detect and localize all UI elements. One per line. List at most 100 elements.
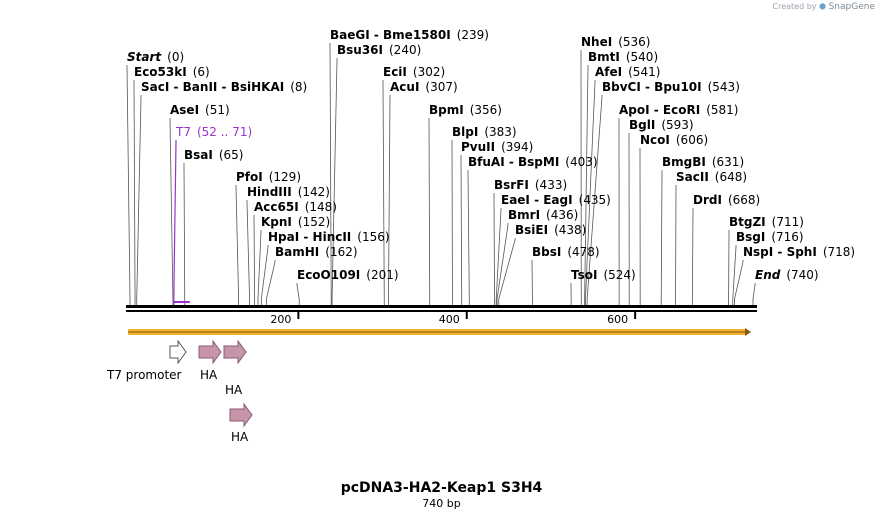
site-label[interactable]: BbvCI - Bpu10I (543)	[602, 80, 740, 94]
site-position: (543)	[707, 80, 740, 94]
site-name: BaeGI - Bme1580I	[330, 28, 451, 42]
feature-arrows[interactable]	[169, 339, 253, 428]
site-label[interactable]: TsoI (524)	[571, 268, 636, 282]
site-connector	[585, 80, 596, 305]
site-label[interactable]: EciI (302)	[383, 65, 445, 79]
backbone-bottom-strand	[126, 310, 757, 312]
site-label[interactable]: PfoI (129)	[236, 170, 301, 184]
site-position: (129)	[268, 170, 302, 184]
ruler-tick-label: 400	[438, 313, 460, 326]
backbone-top-strand	[126, 305, 757, 308]
site-position: (606)	[675, 133, 709, 147]
site-label[interactable]: AcuI (307)	[390, 80, 458, 94]
site-label[interactable]: EaeI - EagI (435)	[501, 193, 611, 207]
site-connector	[467, 170, 470, 305]
ruler-tick-label: 600	[607, 313, 629, 326]
site-name: AfeI	[595, 65, 623, 79]
site-label[interactable]: BsaI (65)	[184, 148, 244, 162]
site-label[interactable]: KpnI (152)	[261, 215, 330, 229]
site-label[interactable]: BsrFI (433)	[494, 178, 567, 192]
site-label[interactable]: T7 (52 .. 71)	[176, 125, 252, 139]
site-position: (436)	[546, 208, 579, 222]
site-label[interactable]: AfeI (541)	[595, 65, 660, 79]
site-connector	[460, 155, 463, 305]
site-position: (716)	[771, 230, 804, 244]
ruler-tick	[634, 312, 637, 319]
site-name: TsoI	[571, 268, 598, 282]
site-connector-lines	[126, 43, 756, 305]
site-connector	[660, 170, 663, 305]
site-position: (394)	[501, 140, 534, 154]
site-connector	[732, 245, 737, 305]
site-name: PfoI	[236, 170, 263, 184]
site-label[interactable]: BglI (593)	[629, 118, 694, 132]
site-name: T7	[176, 125, 191, 139]
site-label[interactable]: BlpI (383)	[452, 125, 517, 139]
site-label[interactable]: BmtI (540)	[588, 50, 658, 64]
site-position: (239)	[456, 28, 489, 42]
site-position: (478)	[567, 245, 600, 259]
site-label[interactable]: BmgBI (631)	[662, 155, 744, 169]
feature-label: T7 promoter	[107, 368, 182, 382]
sequence-backbone	[126, 305, 757, 312]
site-connector	[253, 215, 256, 305]
site-label[interactable]: BsgI (716)	[736, 230, 804, 244]
site-position: (524)	[603, 268, 636, 282]
site-connector	[586, 95, 603, 305]
site-connector	[382, 80, 385, 305]
site-label[interactable]: PvuII (394)	[461, 140, 533, 154]
site-label[interactable]: HpaI - HincII (156)	[268, 230, 390, 244]
site-label[interactable]: BtgZI (711)	[729, 215, 804, 229]
site-label[interactable]: AseI (51)	[170, 103, 230, 117]
site-label[interactable]: BpmI (356)	[429, 103, 502, 117]
site-label[interactable]: DrdI (668)	[693, 193, 760, 207]
site-label[interactable]: Start (0)	[127, 50, 184, 64]
site-label[interactable]: BfuAI - BspMI (403)	[468, 155, 598, 169]
site-name: DrdI	[693, 193, 722, 207]
site-name: AcuI	[390, 80, 420, 94]
site-label[interactable]: BamHI (162)	[275, 245, 358, 259]
site-position: (433)	[534, 178, 568, 192]
credit-brand: SnapGene	[828, 2, 875, 12]
site-label[interactable]: BaeGI - Bme1580I (239)	[330, 28, 489, 42]
site-label[interactable]: Eco53kI (6)	[134, 65, 210, 79]
site-label[interactable]: NspI - SphI (718)	[743, 245, 855, 259]
site-name: BglI	[629, 118, 656, 132]
site-label[interactable]: ApoI - EcoRI (581)	[619, 103, 738, 117]
promoter-arrow[interactable]	[169, 339, 187, 365]
site-label[interactable]: NcoI (606)	[640, 133, 708, 147]
site-label[interactable]: End (740)	[755, 268, 819, 282]
ha-tag-arrow[interactable]	[229, 402, 253, 428]
site-position: (631)	[711, 155, 745, 169]
site-connector	[428, 118, 431, 305]
site-label[interactable]: Acc65I (148)	[254, 200, 337, 214]
ha-tag-arrow[interactable]	[198, 339, 222, 365]
site-label[interactable]: BsiEI (438)	[515, 223, 586, 237]
site-label[interactable]: EcoO109I (201)	[297, 268, 399, 282]
site-label[interactable]: HindIII (142)	[247, 185, 330, 199]
site-position: (142)	[297, 185, 330, 199]
site-name: BpmI	[429, 103, 464, 117]
site-label[interactable]: Bsu36I (240)	[337, 43, 421, 57]
site-label[interactable]: SacII (648)	[676, 170, 747, 184]
site-position: (51)	[205, 103, 230, 117]
site-position: (403)	[565, 155, 598, 169]
site-label[interactable]: BbsI (478)	[532, 245, 600, 259]
site-connector	[495, 208, 502, 305]
site-name: PvuII	[461, 140, 496, 154]
site-label[interactable]: SacI - BanII - BsiHKAI (8)	[141, 80, 307, 94]
ha-tag-arrow[interactable]	[223, 339, 247, 365]
map-title: pcDNA3-HA2-Keap1 S3H4	[340, 480, 543, 496]
site-connector	[265, 260, 276, 305]
site-connector	[296, 283, 300, 305]
site-label[interactable]: NheI (536)	[581, 35, 650, 49]
site-position: (152)	[297, 215, 331, 229]
site-position: (711)	[771, 215, 804, 229]
primer-binding-bar[interactable]	[173, 301, 190, 303]
site-connector	[493, 193, 495, 305]
feature-label: HA	[225, 383, 243, 397]
orf-arrow[interactable]	[128, 328, 751, 336]
site-label[interactable]: BmrI (436)	[508, 208, 578, 222]
site-connector	[329, 43, 332, 305]
site-position: (8)	[290, 80, 308, 94]
